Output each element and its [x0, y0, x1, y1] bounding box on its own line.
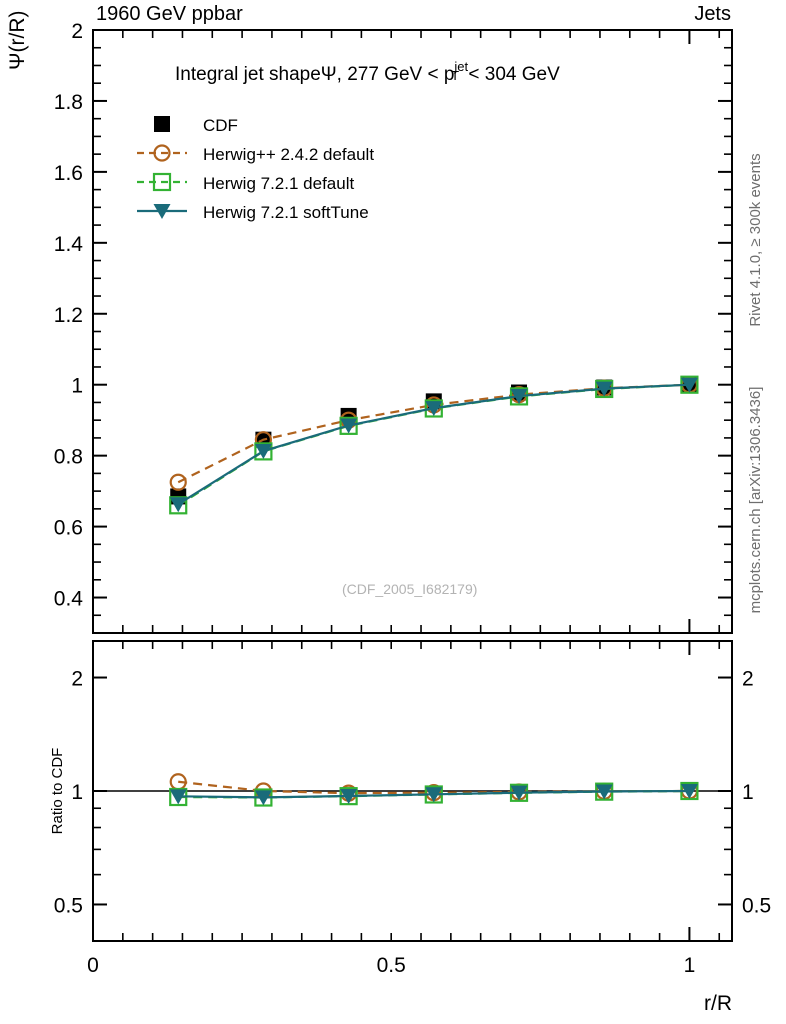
- main-marker-2: [424, 399, 443, 418]
- ratio-marker-2: [425, 787, 443, 803]
- main-marker-3: [169, 497, 187, 513]
- main-marker-3: [340, 418, 358, 434]
- main-ytick-label: 1.2: [54, 304, 83, 327]
- ratio-ytick-label-right: 2: [742, 668, 754, 691]
- legend-marker-1: [153, 144, 171, 162]
- x-tick-label: 1: [684, 954, 696, 977]
- ratio-ytick-label-left: 2: [71, 668, 83, 691]
- main-ytick-label: 1: [71, 375, 83, 398]
- legend-label-2: Herwig 7.2.1 default: [203, 174, 354, 193]
- main-ytick-label: 1.8: [54, 91, 83, 114]
- main-marker-3: [680, 377, 698, 393]
- sidenote-mcplots: mcplots.cern.ch [arXiv:1306.3436]: [747, 387, 764, 614]
- main-ytick-labels: 0.4 0.6 0.8 1 1.2 1.4 1.6 1.8 2: [54, 20, 84, 611]
- legend-marker-2: [152, 172, 172, 192]
- main-marker-3: [595, 381, 613, 397]
- sidenote-rivet: Rivet 4.1.0, ≥ 300k events: [747, 153, 764, 326]
- main-marker-3: [425, 401, 443, 417]
- ratio-ytick-label-left: 1: [71, 781, 83, 804]
- legend-item-1[interactable]: Herwig++ 2.4.2 default: [137, 144, 374, 164]
- header-right: Jets: [694, 3, 731, 25]
- main-ytick-label: 0.4: [54, 588, 84, 611]
- legend: CDF Herwig++ 2.4.2 default Herwig 7.2.1 de…: [137, 116, 374, 222]
- ratio-y-axis-label: Ratio to CDF: [49, 748, 66, 835]
- ratio-marker-2: [510, 785, 528, 801]
- legend-label-3: Herwig 7.2.1 softTune: [203, 203, 369, 222]
- main-marker-3: [510, 389, 528, 405]
- x-tick-label: 0: [87, 954, 99, 977]
- main-y-axis-label: Ψ(r/R): [6, 10, 29, 70]
- ratio-ytick-labels: 0.5 0.5 1 1 2 2: [54, 668, 771, 918]
- legend-item-0[interactable]: CDF: [154, 116, 238, 135]
- main-plot-frame: [92, 29, 733, 634]
- legend-label-0: CDF: [203, 116, 238, 135]
- ratio-marker-2: [169, 789, 187, 805]
- ratio-ytick-label-right: 0.5: [742, 894, 771, 917]
- legend-item-2[interactable]: Herwig 7.2.1 default: [137, 172, 354, 193]
- main-ytick-label: 1.4: [54, 233, 84, 256]
- main-marker-1: [169, 473, 187, 491]
- main-marker-2: [339, 416, 358, 435]
- legend-marker-3: [153, 204, 171, 219]
- x-axis-tick-labels: 0 0.5 1: [87, 954, 695, 977]
- main-marker-2: [254, 442, 273, 461]
- main-ytick-label: 0.6: [54, 517, 83, 540]
- legend-item-3[interactable]: Herwig 7.2.1 softTune: [137, 203, 369, 222]
- plot-title: Integral jet shapeΨ, 277 GeV < pjet T < 3…: [175, 59, 560, 85]
- main-ytick-label: 0.8: [54, 446, 83, 469]
- legend-marker-0: [154, 116, 170, 132]
- main-axis-ticks: [92, 29, 732, 634]
- main-ytick-label: 1.6: [54, 162, 83, 185]
- ratio-marker-2: [254, 790, 272, 806]
- x-tick-label: 0.5: [377, 954, 406, 977]
- main-ytick-label: 2: [71, 20, 83, 43]
- ratio-ytick-label-right: 1: [742, 781, 754, 804]
- legend-label-1: Herwig++ 2.4.2 default: [203, 145, 374, 164]
- x-axis-label: r/R: [704, 992, 732, 1015]
- dataset-watermark: (CDF_2005_I682179): [342, 581, 477, 597]
- main-series-group: [169, 375, 699, 515]
- header-left: 1960 GeV ppbar: [96, 3, 243, 25]
- ratio-marker-2: [595, 784, 613, 800]
- ratio-marker-2: [340, 788, 358, 804]
- main-marker-3: [254, 444, 272, 460]
- ratio-marker-2: [680, 784, 698, 799]
- ratio-series-group: [169, 773, 699, 807]
- ratio-ytick-label-left: 0.5: [54, 894, 83, 917]
